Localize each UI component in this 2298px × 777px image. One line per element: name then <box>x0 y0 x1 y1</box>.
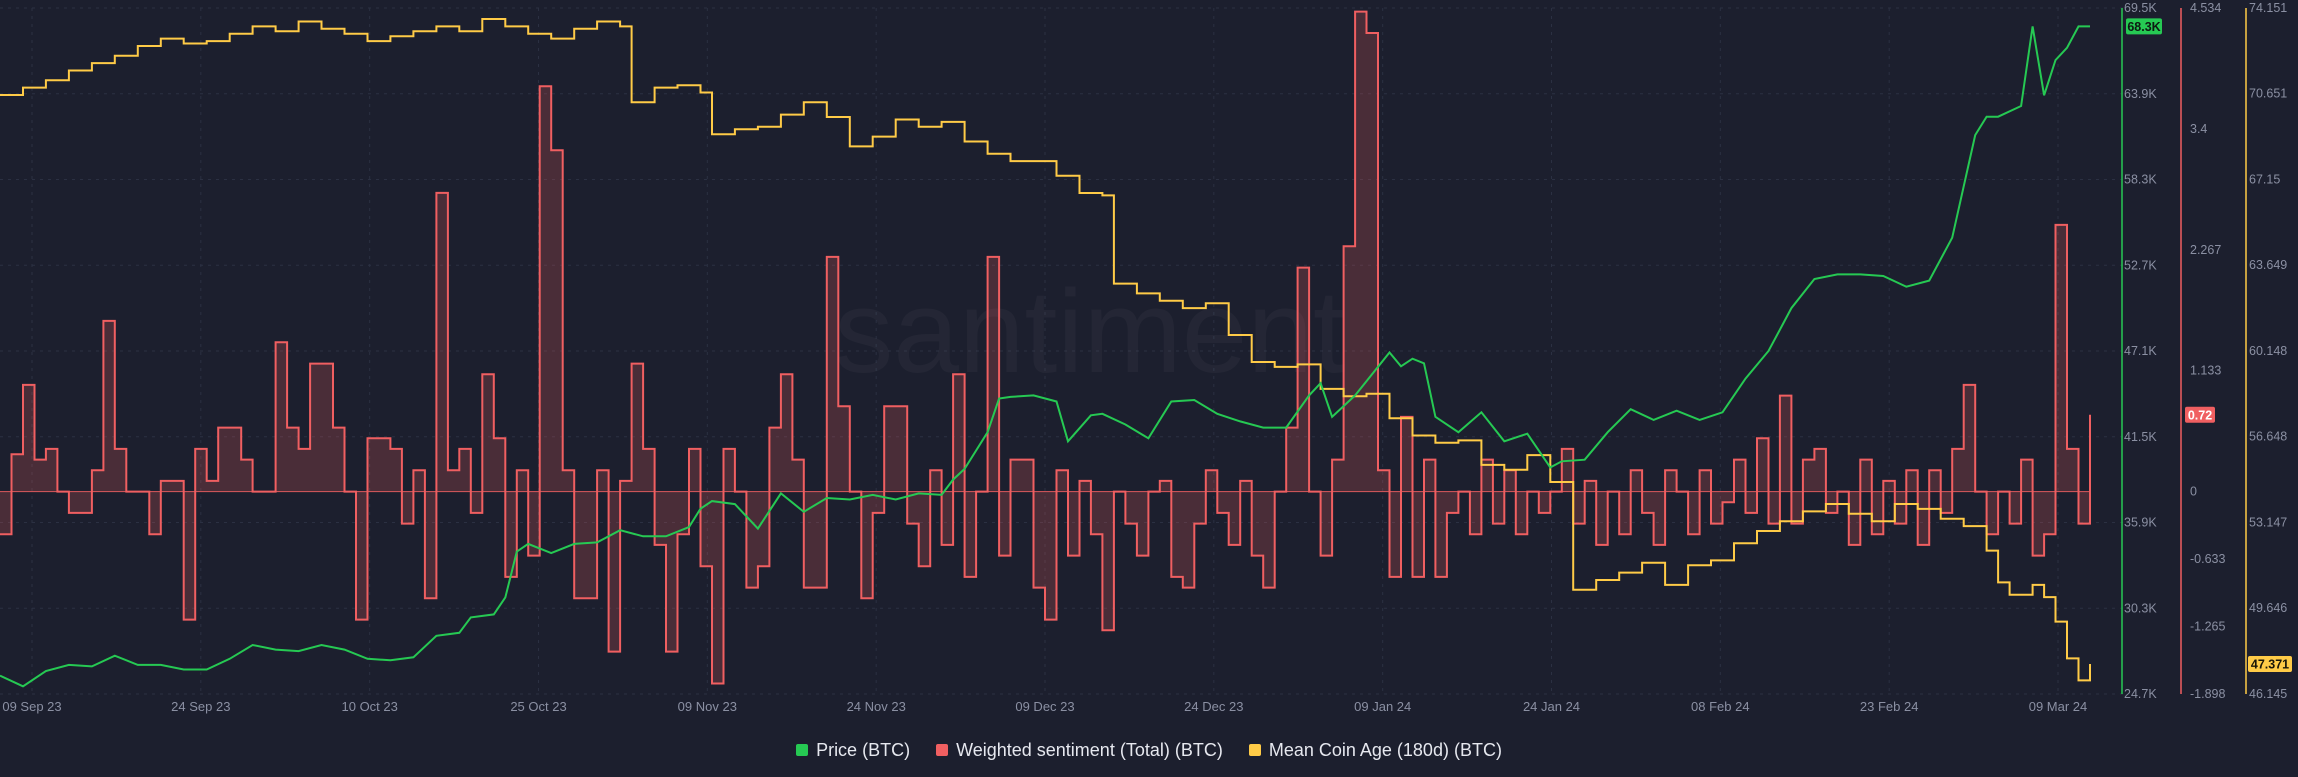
sentiment-axis-tick-label: 3.4 <box>2190 122 2207 136</box>
sentiment-axis-tick-label: -1.265 <box>2190 620 2225 634</box>
x-tick-label: 23 Feb 24 <box>1860 699 1919 714</box>
watermark: santiment <box>834 266 1346 398</box>
sentiment-series <box>0 10 2091 685</box>
legend-swatch-price <box>796 744 809 756</box>
x-tick-label: 25 Oct 23 <box>510 699 566 714</box>
sentiment-area <box>0 11 2090 684</box>
price-axis-tick-label: 52.7K <box>2124 258 2157 272</box>
sentiment-axis-tick-label: 0 <box>2190 485 2197 499</box>
coin-age-badge-label: 47.371 <box>2251 658 2289 672</box>
sentiment-axis-tick-label: -0.633 <box>2190 552 2225 566</box>
x-tick-label: 09 Nov 23 <box>678 699 737 714</box>
price-badge-label: 68.3K <box>2127 20 2160 34</box>
x-tick-label: 09 Mar 24 <box>2029 699 2088 714</box>
price-axis-tick-label: 58.3K <box>2124 173 2157 187</box>
legend: Price (BTC) Weighted sentiment (Total) (… <box>0 736 2298 764</box>
sentiment-axis-tick-label: -1.898 <box>2190 687 2225 701</box>
sentiment-badge-label: 0.72 <box>2188 408 2212 422</box>
coin-age-axis-tick-label: 63.649 <box>2249 258 2287 272</box>
legend-label-coin-age: Mean Coin Age (180d) (BTC) <box>1268 739 1502 760</box>
legend-item-coin-age[interactable]: Mean Coin Age (180d) (BTC) <box>1248 739 1502 761</box>
sentiment-badge-bg <box>2185 406 2215 423</box>
coin-age-series <box>0 18 2091 682</box>
x-tick-label: 24 Nov 23 <box>847 699 906 714</box>
price-axis-tick-label: 41.5K <box>2124 430 2157 444</box>
x-tick-label: 09 Jan 24 <box>1354 699 1411 714</box>
legend-label-sentiment: Weighted sentiment (Total) (BTC) <box>956 739 1223 760</box>
coin-age-axis-tick-label: 46.145 <box>2249 687 2287 701</box>
price-axis-tick-label: 24.7K <box>2124 687 2157 701</box>
legend-item-price[interactable]: Price (BTC) <box>796 740 910 761</box>
price-axis-tick-label: 63.9K <box>2124 87 2157 101</box>
coin-age-axis-tick-label: 56.648 <box>2249 430 2287 444</box>
coin-age-axis-tick-label: 70.651 <box>2249 87 2287 101</box>
sentiment-axis-tick-label: 1.133 <box>2190 364 2221 378</box>
sentiment-axis-tick-label: 2.267 <box>2190 243 2221 257</box>
price-badge-bg <box>2126 18 2162 35</box>
price-line <box>0 25 2090 688</box>
x-tick-label: 09 Dec 23 <box>1015 699 1074 714</box>
coin-age-axis-tick-label: 60.148 <box>2249 344 2287 358</box>
legend-label-price: Price (BTC) <box>816 739 911 760</box>
x-tick-label: 24 Sep 23 <box>171 699 230 714</box>
x-axis-ticks: 09 Sep 23 24 Sep 23 10 Oct 23 25 Oct 23 09 N… <box>2 699 2087 714</box>
right-axes: 24.7K 30.3K 35.9K 41.5K 47.1K 52.7K 58.3K 63.9K… <box>2121 1 2287 701</box>
x-tick-label: 24 Dec 23 <box>1184 699 1243 714</box>
x-tick-label: 09 Sep 23 <box>2 699 61 714</box>
price-axis-tick-label: 30.3K <box>2124 601 2157 615</box>
sentiment-axis-tick-label: 4.534 <box>2190 1 2221 15</box>
coin-age-badge-bg <box>2248 656 2292 672</box>
price-axis-tick-label: 47.1K <box>2124 344 2157 358</box>
legend-item-sentiment[interactable]: Weighted sentiment (Total) (BTC) <box>936 740 1223 761</box>
current-value-badges: 68.3K 0.72 47.371 <box>2126 18 2292 672</box>
sentiment-line <box>0 10 2091 685</box>
coin-age-line <box>0 18 2091 682</box>
x-tick-label: 08 Feb 24 <box>1691 699 1750 714</box>
grid <box>0 7 2128 695</box>
legend-swatch-sentiment <box>936 744 949 756</box>
price-series <box>0 25 2090 688</box>
legend-swatch-coin-age <box>1248 744 1261 756</box>
coin-age-axis-tick-label: 67.15 <box>2249 173 2280 187</box>
x-tick-label: 10 Oct 23 <box>342 699 398 714</box>
coin-age-axis-tick-label: 74.151 <box>2249 1 2287 15</box>
price-axis-tick-label: 35.9K <box>2124 516 2157 530</box>
coin-age-axis-tick-label: 49.646 <box>2249 601 2287 615</box>
coin-age-axis-tick-label: 53.147 <box>2249 516 2287 530</box>
x-tick-label: 24 Jan 24 <box>1523 699 1580 714</box>
price-axis-tick-label: 69.5K <box>2124 1 2157 15</box>
